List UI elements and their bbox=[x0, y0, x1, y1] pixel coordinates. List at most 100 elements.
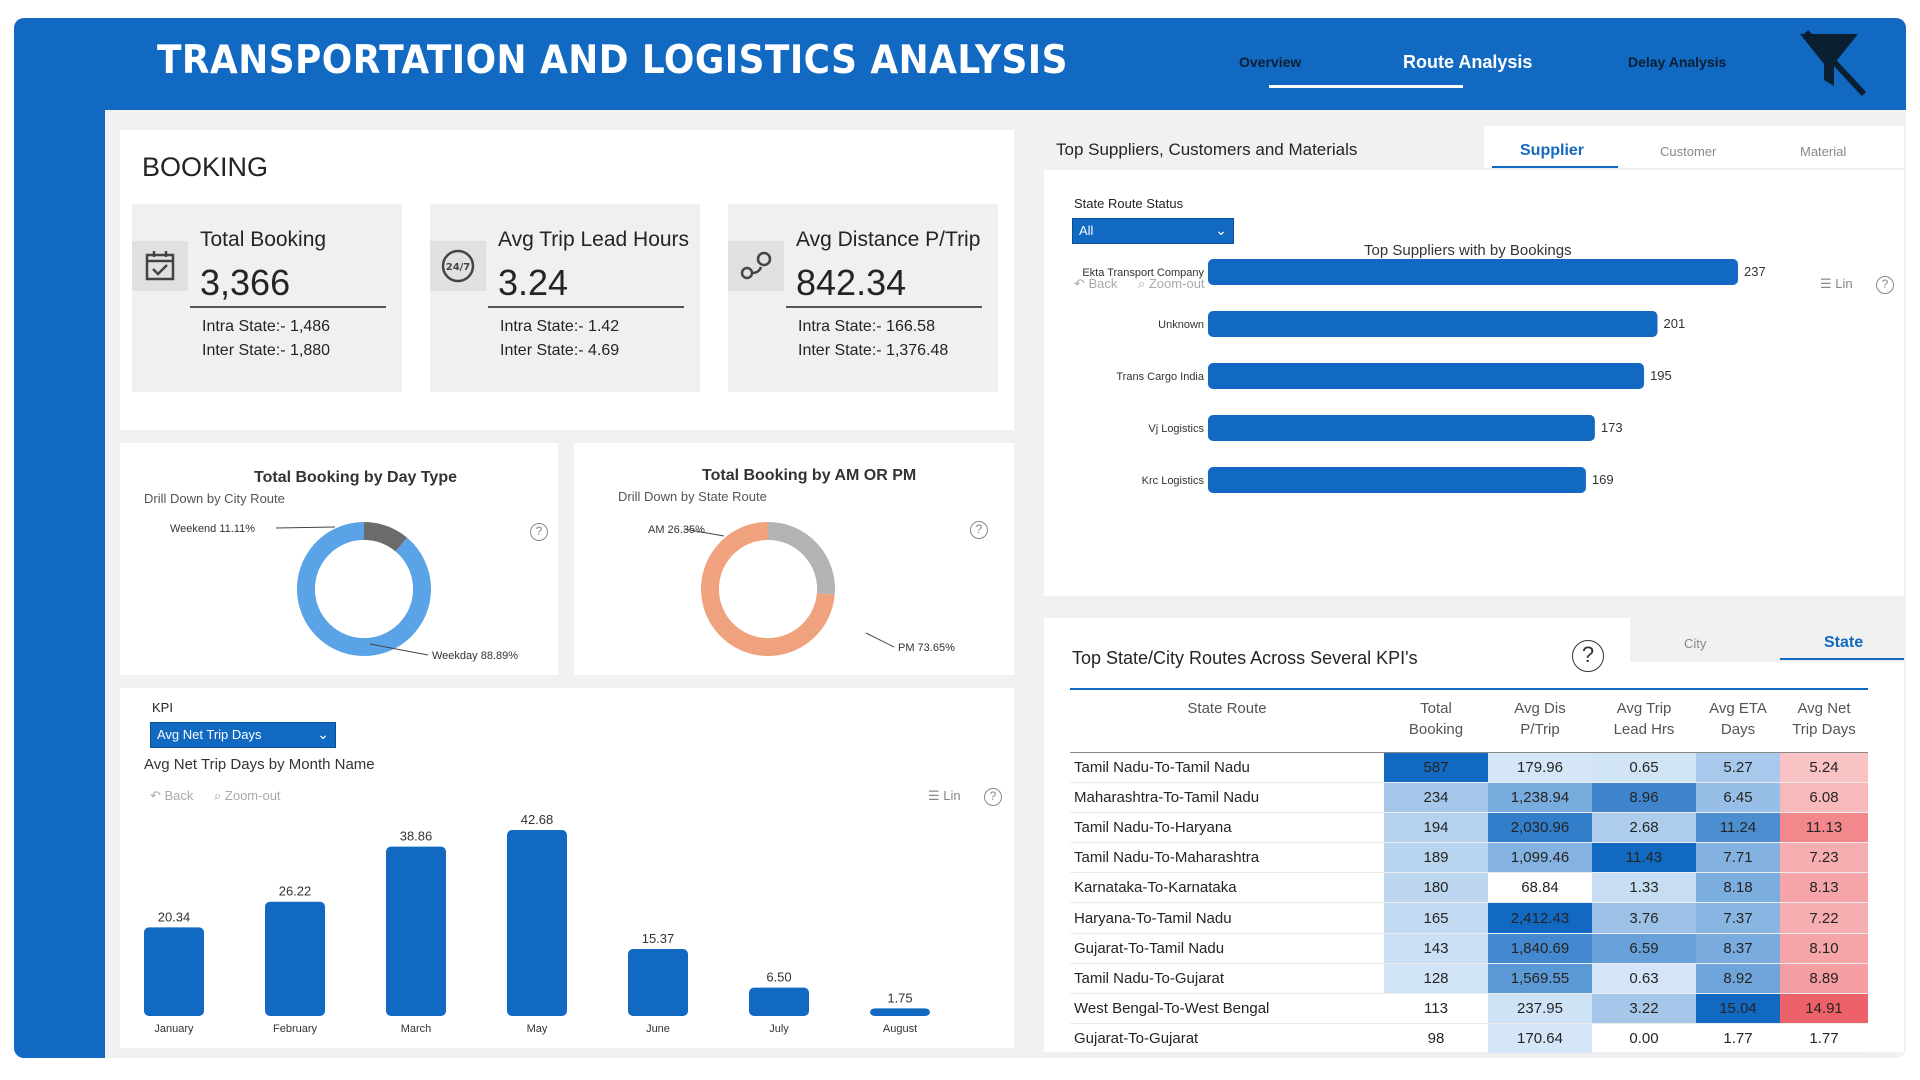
tab-material[interactable]: Material bbox=[1800, 144, 1847, 159]
kpi-cell: 6.08 bbox=[1780, 782, 1868, 813]
month-tick-label: July bbox=[769, 1023, 789, 1035]
zoom-out-button[interactable]: ⌕ Zoom-out bbox=[1138, 276, 1205, 292]
kpi-cell: 11.43 bbox=[1592, 842, 1696, 874]
supplier-bar[interactable] bbox=[1208, 467, 1586, 493]
supplier-value-label: 201 bbox=[1663, 316, 1685, 331]
table-row[interactable]: Tamil Nadu-To-Maharashtra 189 1,099.46 11.4… bbox=[1070, 842, 1868, 874]
column-header[interactable]: Avg ETA Days bbox=[1696, 690, 1780, 753]
zoom-out-button[interactable]: ⌕ Zoom-out bbox=[214, 788, 281, 804]
help-icon[interactable]: ? bbox=[970, 521, 988, 539]
column-header[interactable]: Total Booking bbox=[1384, 690, 1488, 753]
table-row[interactable]: Karnataka-To-Karnataka 180 68.84 1.33 8.18 8.… bbox=[1070, 872, 1868, 904]
bar-august[interactable] bbox=[870, 1008, 930, 1016]
kpi-cell: 143 bbox=[1384, 933, 1488, 964]
back-label: Back bbox=[1088, 276, 1118, 291]
help-icon[interactable]: ? bbox=[1876, 276, 1894, 294]
am-label: AM 26.35% bbox=[648, 524, 705, 536]
kpi-cell: 2,030.96 bbox=[1488, 812, 1592, 844]
help-icon[interactable]: ? bbox=[530, 523, 548, 541]
routes-table: State Route Total Booking Avg Dis P/Trip Av… bbox=[1070, 690, 1868, 1055]
am-pm-donut-slices bbox=[701, 522, 835, 656]
kpi-cell: 6.45 bbox=[1696, 782, 1780, 813]
tab-customer[interactable]: Customer bbox=[1660, 144, 1717, 159]
bar-july[interactable] bbox=[749, 987, 809, 1016]
bar-value-label: 26.22 bbox=[279, 884, 312, 899]
donut-inner-edge bbox=[719, 540, 817, 638]
month-tick-label: March bbox=[401, 1023, 432, 1035]
avg-distance-label: Avg Distance P/Trip bbox=[796, 228, 981, 251]
supplier-bar[interactable] bbox=[1208, 259, 1738, 285]
nav-delay-analysis[interactable]: Delay Analysis bbox=[1628, 54, 1727, 70]
table-row[interactable]: Gujarat-To-Tamil Nadu 143 1,840.69 6.59 8.37… bbox=[1070, 933, 1868, 964]
kpi-cell: 14.91 bbox=[1780, 993, 1868, 1025]
bar-may[interactable] bbox=[507, 830, 567, 1016]
am-pm-donut: AM 26.35% PM 73.65% bbox=[648, 522, 955, 656]
route-name-cell: Karnataka-To-Karnataka bbox=[1070, 872, 1384, 904]
kpi-cell: 15.04 bbox=[1696, 993, 1780, 1025]
bar-june[interactable] bbox=[628, 949, 688, 1016]
table-row[interactable]: Tamil Nadu-To-Haryana 194 2,030.96 2.68 11.2… bbox=[1070, 812, 1868, 844]
supplier-value-label: 169 bbox=[1592, 472, 1614, 487]
help-icon[interactable]: ? bbox=[984, 788, 1002, 806]
state-route-status-dropdown[interactable]: All ⌄ bbox=[1072, 218, 1234, 244]
tab-underline bbox=[1492, 166, 1618, 168]
clear-filter-icon[interactable] bbox=[1796, 28, 1868, 98]
back-arrow-icon: ↶ bbox=[150, 788, 165, 803]
table-row[interactable]: Tamil Nadu-To-Tamil Nadu 587 179.96 0.65 5.2… bbox=[1070, 752, 1868, 783]
bar-march[interactable] bbox=[386, 846, 446, 1016]
supplier-bar[interactable] bbox=[1208, 415, 1595, 441]
table-row[interactable]: Haryana-To-Tamil Nadu 165 2,412.43 3.76 7.37… bbox=[1070, 902, 1868, 934]
kpi-month-panel: KPI Avg Net Trip Days ⌄ Avg Net Trip Day… bbox=[120, 688, 1014, 1048]
supplier-name-label: Trans Cargo India bbox=[1116, 371, 1205, 383]
table-row[interactable]: Maharashtra-To-Tamil Nadu 234 1,238.94 8.96… bbox=[1070, 782, 1868, 813]
table-row[interactable]: West Bengal-To-West Bengal 113 237.95 3.22 1… bbox=[1070, 993, 1868, 1025]
supplier-bar-chart: Ekta Transport Company 237 Unknown 201 Trans… bbox=[1082, 259, 1766, 493]
kpi-cell: 2,412.43 bbox=[1488, 902, 1592, 934]
column-header[interactable]: Avg Trip Lead Hrs bbox=[1592, 690, 1696, 753]
donut-slice-weekday[interactable] bbox=[297, 522, 431, 656]
supplier-bar[interactable] bbox=[1208, 363, 1645, 389]
donut-slice-pm[interactable] bbox=[701, 522, 835, 656]
kpi-cell: 7.37 bbox=[1696, 902, 1780, 934]
chevron-down-icon: ⌄ bbox=[317, 726, 329, 742]
column-header[interactable]: State Route bbox=[1070, 690, 1384, 753]
nav-active-underline bbox=[1269, 85, 1463, 88]
nav-route-analysis[interactable]: Route Analysis bbox=[1403, 52, 1533, 72]
zoom-out-label: Zoom-out bbox=[224, 788, 281, 803]
kpi-cell: 68.84 bbox=[1488, 872, 1592, 904]
supplier-value-label: 195 bbox=[1650, 368, 1672, 383]
supplier-name-label: Vj Logistics bbox=[1148, 423, 1204, 435]
column-header[interactable]: Avg Dis P/Trip bbox=[1488, 690, 1592, 753]
total-booking-inter: Inter State:- 1,880 bbox=[202, 342, 331, 359]
kpi-cell: 8.96 bbox=[1592, 782, 1696, 813]
lin-toggle[interactable]: ☰ Lin bbox=[1820, 276, 1853, 292]
tab-bar-bg bbox=[1630, 618, 1904, 662]
tab-city[interactable]: City bbox=[1684, 636, 1707, 651]
tab-supplier[interactable]: Supplier bbox=[1520, 142, 1585, 159]
back-button[interactable]: ↶ Back bbox=[1074, 276, 1117, 292]
nav-overview[interactable]: Overview bbox=[1239, 54, 1302, 70]
donut-slice-am[interactable] bbox=[767, 522, 835, 595]
kpi-cell: 7.71 bbox=[1696, 842, 1780, 874]
tab-state[interactable]: State bbox=[1824, 634, 1864, 651]
table-row[interactable]: Tamil Nadu-To-Gujarat 128 1,569.55 0.63 8.92… bbox=[1070, 963, 1868, 995]
bar-value-label: 42.68 bbox=[521, 812, 554, 827]
column-header[interactable]: Avg Net Trip Days bbox=[1780, 690, 1868, 753]
kpi-cell: 3.22 bbox=[1592, 993, 1696, 1025]
clock-24-7-icon: 24/7 bbox=[430, 241, 486, 291]
bar-value-label: 1.75 bbox=[887, 990, 912, 1005]
back-button[interactable]: ↶ Back bbox=[150, 788, 193, 804]
supplier-bar[interactable] bbox=[1208, 311, 1658, 337]
month-tick-label: May bbox=[527, 1023, 548, 1035]
supplier-name-label: Ekta Transport Company bbox=[1082, 267, 1204, 279]
booking-panel: BOOKING Total Booking 3,366 Intra State:… bbox=[120, 130, 1014, 430]
bar-january[interactable] bbox=[144, 927, 204, 1016]
help-icon[interactable]: ? bbox=[1572, 640, 1604, 672]
lin-toggle[interactable]: ☰ Lin bbox=[928, 788, 961, 804]
am-pm-panel: Total Booking by AM OR PM Drill Down by … bbox=[574, 443, 1014, 675]
kpi-dropdown[interactable]: Avg Net Trip Days ⌄ bbox=[150, 722, 336, 748]
table-row[interactable]: Gujarat-To-Gujarat 98 170.64 0.00 1.77 1.77 bbox=[1070, 1023, 1868, 1055]
bar-february[interactable] bbox=[265, 901, 325, 1016]
donut-slice-weekend[interactable] bbox=[363, 522, 408, 552]
suppliers-section-title: Top Suppliers, Customers and Materials bbox=[1056, 140, 1358, 159]
